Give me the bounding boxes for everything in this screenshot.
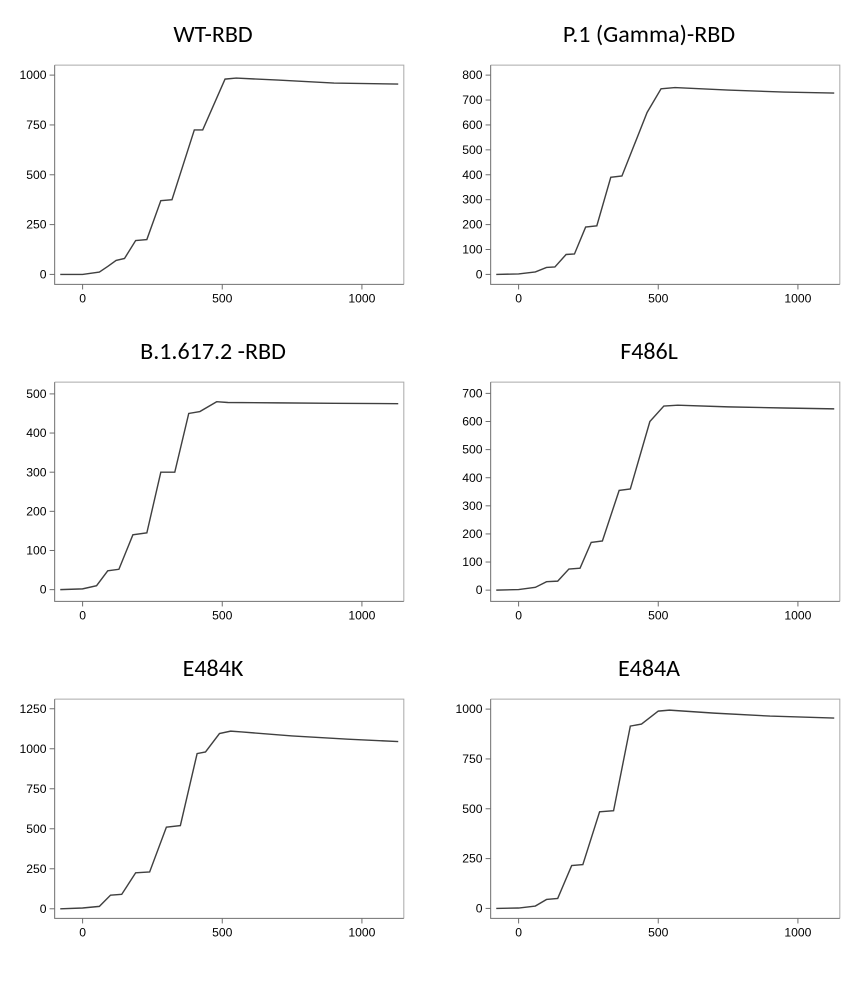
svg-text:700: 700	[462, 386, 483, 400]
svg-text:1000: 1000	[348, 925, 375, 939]
svg-text:400: 400	[26, 426, 47, 440]
svg-text:1000: 1000	[348, 609, 375, 623]
svg-text:250: 250	[26, 862, 47, 876]
svg-text:1000: 1000	[455, 702, 482, 716]
svg-text:1000: 1000	[784, 925, 811, 939]
svg-text:300: 300	[462, 193, 483, 207]
svg-text:600: 600	[462, 118, 483, 132]
svg-text:400: 400	[462, 168, 483, 182]
svg-text:800: 800	[462, 68, 483, 82]
panel-title: B.1.617.2 -RBD	[140, 337, 286, 366]
panel-2: B.1.617.2 -RBD 0 100 200 300 400 500 0 500 1000	[10, 337, 416, 636]
chart-area: 0 250 500 750 1000 0 500 1000	[446, 689, 852, 953]
svg-text:400: 400	[462, 471, 483, 485]
svg-text:200: 200	[462, 218, 483, 232]
svg-text:750: 750	[462, 752, 483, 766]
svg-text:300: 300	[462, 499, 483, 513]
svg-text:1000: 1000	[784, 609, 811, 623]
svg-text:1000: 1000	[19, 742, 46, 756]
svg-text:1000: 1000	[19, 68, 46, 82]
svg-text:0: 0	[515, 609, 522, 623]
svg-text:0: 0	[40, 267, 47, 281]
svg-text:200: 200	[26, 504, 47, 518]
svg-text:0: 0	[515, 292, 522, 306]
svg-text:500: 500	[212, 609, 233, 623]
svg-text:0: 0	[79, 292, 86, 306]
chart-grid: WT-RBD 0250500750100005001000 P.1 (Gamma…	[10, 20, 852, 953]
svg-text:500: 500	[462, 143, 483, 157]
svg-text:1000: 1000	[348, 292, 375, 306]
chart-area: 0 100 200 300 400 500 0 500 1000	[10, 372, 416, 636]
svg-text:0: 0	[40, 583, 47, 597]
svg-text:250: 250	[462, 851, 483, 865]
svg-text:500: 500	[648, 609, 669, 623]
svg-text:750: 750	[26, 782, 47, 796]
svg-text:100: 100	[26, 543, 47, 557]
svg-text:0: 0	[515, 925, 522, 939]
chart-area: 0 100 200 300 400 500 600 700 800 0 500 1000	[446, 55, 852, 319]
chart-area: 0 100 200 300 400 500 600 700 0 500 1000	[446, 372, 852, 636]
panel-title: WT-RBD	[173, 20, 252, 49]
svg-text:1250: 1250	[19, 702, 46, 716]
svg-text:500: 500	[462, 443, 483, 457]
svg-text:600: 600	[462, 414, 483, 428]
svg-text:500: 500	[26, 387, 47, 401]
svg-text:500: 500	[212, 925, 233, 939]
svg-text:500: 500	[26, 822, 47, 836]
svg-text:500: 500	[26, 168, 47, 182]
svg-text:750: 750	[26, 118, 47, 132]
svg-text:500: 500	[462, 802, 483, 816]
panel-5: E484A 0 250 500 750 1000 0 500 1000	[446, 654, 852, 953]
svg-text:0: 0	[476, 583, 483, 597]
panel-0: WT-RBD 0 250 500 750 1000 0 500 1000	[10, 20, 416, 319]
chart-area: 0 250 500 750 1000 0 500 1000	[10, 55, 416, 319]
svg-text:500: 500	[648, 292, 669, 306]
svg-text:100: 100	[462, 555, 483, 569]
chart-area: 0 250 500 750 1000 1250 0 500 1000	[10, 689, 416, 953]
panel-title: E484K	[183, 654, 244, 683]
panel-1: P.1 (Gamma)-RBD 0 100 200 300 400 500 600 700 80…	[446, 20, 852, 319]
svg-text:200: 200	[462, 527, 483, 541]
panel-title: E484A	[618, 654, 680, 683]
svg-text:0: 0	[79, 925, 86, 939]
svg-text:250: 250	[26, 218, 47, 232]
svg-text:300: 300	[26, 465, 47, 479]
svg-text:700: 700	[462, 93, 483, 107]
panel-title: P.1 (Gamma)-RBD	[563, 20, 735, 49]
panel-4: E484K 0 250 500 750 1000 1250 0 500 1000	[10, 654, 416, 953]
svg-text:0: 0	[40, 902, 47, 916]
svg-text:0: 0	[476, 267, 483, 281]
svg-text:100: 100	[462, 243, 483, 257]
svg-text:500: 500	[212, 292, 233, 306]
svg-text:0: 0	[79, 609, 86, 623]
svg-text:1000: 1000	[784, 292, 811, 306]
svg-text:500: 500	[648, 925, 669, 939]
svg-text:0: 0	[476, 901, 483, 915]
panel-3: F486L 0 100 200 300 400 500 600 700 0 500 1000	[446, 337, 852, 636]
panel-title: F486L	[620, 337, 678, 366]
